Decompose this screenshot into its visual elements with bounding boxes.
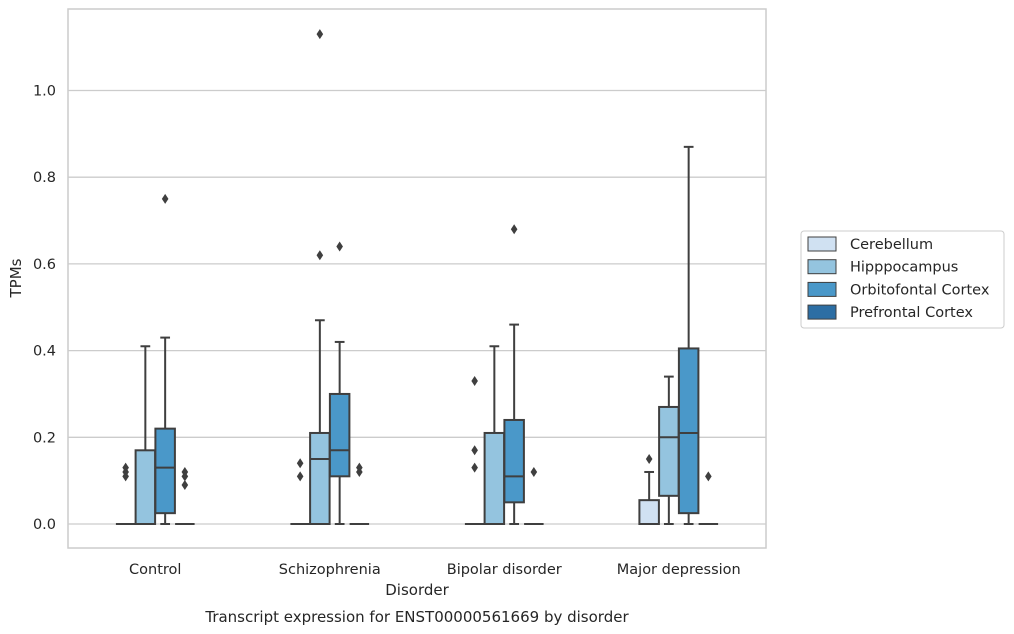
legend-swatch — [807, 236, 837, 252]
box-series — [115, 29, 719, 526]
y-tick-label: 0.8 — [33, 170, 56, 186]
outlier-point — [316, 29, 324, 40]
x-tick-label: Major depression — [617, 562, 741, 578]
y-tick-label: 0.4 — [33, 344, 56, 360]
box-body — [483, 431, 506, 525]
box-cerebellum-2 — [464, 375, 485, 525]
box-body — [134, 449, 157, 525]
outlier-point — [356, 462, 363, 473]
box-cerebellum-0 — [115, 462, 136, 525]
legend-frame — [800, 230, 1005, 329]
box-hipppocampus-0 — [134, 345, 157, 525]
y-tick-label: 0.0 — [33, 517, 56, 533]
box-hipppocampus-1 — [309, 29, 331, 525]
outlier-point — [705, 471, 712, 482]
box-orbitofontal-cortex-3 — [677, 145, 700, 525]
outlier-point — [336, 241, 343, 252]
x-tick-label: Control — [129, 562, 181, 578]
legend-label: Orbitofontal Cortex — [850, 282, 990, 298]
box-body — [309, 431, 331, 525]
legend: Cerebellum Hipppocampus Orbitofontal Corte… — [800, 230, 1005, 329]
outlier-point — [122, 462, 129, 473]
box-cerebellum-3 — [638, 453, 660, 526]
box-orbitofontal-cortex-2 — [503, 224, 525, 525]
outlier-point — [296, 471, 304, 482]
legend-swatch — [807, 304, 837, 320]
outlier-point — [510, 224, 518, 235]
outlier-point — [471, 462, 478, 473]
outlier-point — [530, 466, 538, 477]
outlier-point — [296, 458, 304, 469]
outlier-point — [316, 250, 324, 261]
x-tick-label: Bipolar disorder — [447, 562, 562, 578]
box-body — [638, 499, 660, 526]
legend-label: Prefrontal Cortex — [850, 305, 973, 321]
y-tick-label: 0.2 — [33, 430, 56, 446]
outlier-point — [181, 466, 189, 477]
box-body — [154, 427, 176, 515]
legend-label: Hipppocampus — [850, 260, 958, 276]
y-tick-label: 0.6 — [33, 257, 56, 273]
box-hipppocampus-2 — [483, 345, 506, 525]
box-prefrontal-cortex-2 — [524, 466, 544, 525]
y-tick-label: 1.0 — [33, 84, 56, 100]
box-body — [503, 418, 525, 504]
box-prefrontal-cortex-1 — [349, 462, 370, 525]
outlier-point — [471, 375, 478, 386]
box-body — [658, 405, 680, 497]
box-hipppocampus-3 — [658, 375, 680, 525]
x-axis-ticks: Control Schizophrenia Bipolar disorder Majo… — [129, 562, 741, 578]
y-axis-ticks: 0.0 0.2 0.4 0.6 0.8 1.0 — [33, 84, 56, 534]
box-orbitofontal-cortex-0 — [154, 193, 176, 525]
chart-caption: Transcript expression for ENST0000056166… — [204, 608, 629, 626]
legend-label: Cerebellum — [850, 237, 933, 253]
box-orbitofontal-cortex-1 — [328, 241, 351, 525]
box-body — [677, 347, 700, 515]
outlier-point — [645, 453, 653, 464]
outlier-point — [181, 479, 189, 490]
x-tick-label: Schizophrenia — [279, 562, 381, 578]
legend-swatch — [807, 259, 837, 275]
legend-items: Cerebellum Hipppocampus Orbitofontal Corte… — [807, 236, 990, 321]
outlier-point — [471, 445, 478, 456]
legend-swatch — [807, 281, 837, 297]
box-prefrontal-cortex-3 — [698, 471, 719, 525]
outlier-point — [161, 193, 169, 204]
box-body — [328, 392, 351, 478]
x-axis-label: Disorder — [385, 581, 449, 599]
box-cerebellum-1 — [290, 458, 310, 525]
box-prefrontal-cortex-0 — [175, 466, 195, 525]
plot-area — [67, 8, 767, 549]
y-axis-label: TPMs — [7, 258, 25, 298]
